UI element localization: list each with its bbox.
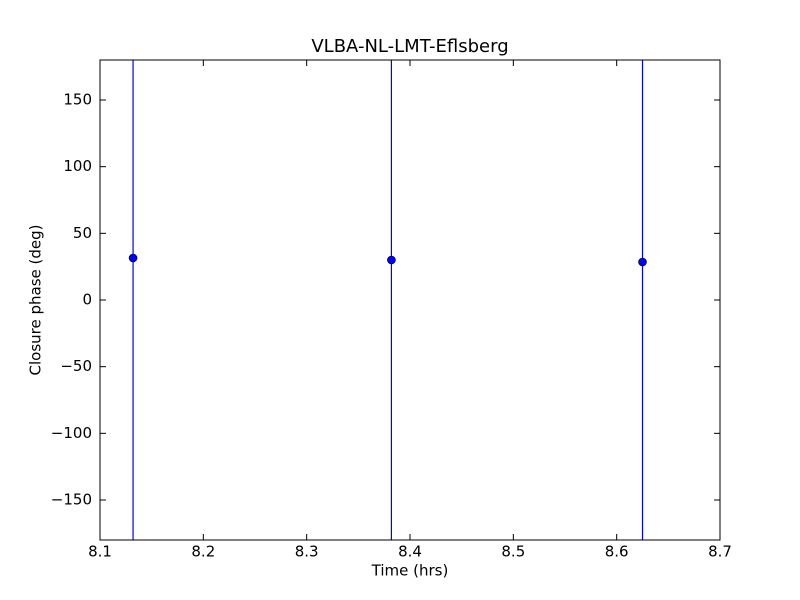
- y-tick-label: 100: [63, 157, 92, 175]
- x-tick-label: 8.4: [398, 543, 422, 561]
- axes: 8.1 8.2 8.3 8.4 8.5 8.6 8.7 −150 −100 −50 0 50 100 15…: [51, 60, 732, 561]
- y-tick-label: −150: [51, 491, 92, 509]
- data-point: [387, 255, 396, 265]
- y-axis-label: Closure phase (deg): [27, 225, 45, 376]
- x-tick-label: 8.5: [501, 543, 525, 561]
- y-tick-label: 0: [82, 291, 92, 309]
- data-point: [638, 257, 647, 267]
- plot-area: [128, 60, 647, 540]
- x-tick-label: 8.1: [88, 543, 112, 561]
- plot-frame: [99, 59, 721, 541]
- y-tick-label: 50: [73, 224, 92, 242]
- chart-title: VLBA-NL-LMT-Eflsberg: [311, 36, 508, 57]
- y-tick-label: 150: [63, 91, 92, 109]
- x-axis-label: Time (hrs): [371, 562, 449, 580]
- y-tick-label: −50: [60, 357, 92, 375]
- x-tick-label: 8.2: [191, 543, 215, 561]
- x-tick-label: 8.6: [605, 543, 629, 561]
- data-point: [128, 253, 138, 263]
- y-tick-label: −100: [51, 424, 92, 442]
- x-tick-label: 8.3: [295, 543, 319, 561]
- x-tick-label: 8.7: [708, 543, 732, 561]
